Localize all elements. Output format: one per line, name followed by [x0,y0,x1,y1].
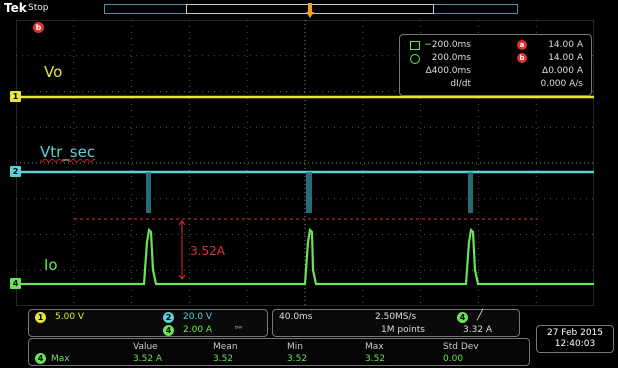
label-vo: Vo [44,63,63,81]
ch1-ground-marker[interactable]: 1 [10,91,21,102]
waveform-graticule[interactable] [16,20,594,306]
col-header-value: Value [133,342,158,352]
ch2-chip: 2 [163,312,174,323]
peak-current-annotation: 3.52A [190,244,225,258]
col-header-stddev: Std Dev [443,342,479,352]
ch4-chip: 4 [163,325,174,336]
acquisition-state: Stop [28,3,49,13]
square-icon [410,41,420,50]
ch4-scale: 2.00 A [183,325,213,335]
cursor-b-marker[interactable]: b [33,22,44,33]
ch4-ground-marker[interactable]: 4 [10,278,21,289]
timebase-box[interactable]: 40.0ms 2.50MS/s 1M points 4 ╱ 3.32 A [272,309,520,337]
cursor-row-b: 200.0ms b 14.00 A [400,53,591,65]
time-text: 12:40:03 [554,339,596,349]
col-header-max: Max [365,342,384,352]
circle-icon [410,54,420,64]
cursor-row-a: −200.0ms a 14.00 A [400,40,591,52]
date-text: 27 Feb 2015 [546,328,603,338]
center-axes [16,20,594,306]
cursor-b-badge: b [517,53,527,63]
bandwidth-limit-icon: ᴮᵂ [235,325,243,333]
measure-max: 3.52 [365,354,386,364]
col-header-mean: Mean [213,342,238,352]
measure-name: Max [51,354,70,364]
label-vtr-sec: Vtr_sec [40,143,96,161]
col-header-min: Min [287,342,303,352]
measure-stddev: 0.00 [443,354,464,364]
measure-min: 3.52 [287,354,308,364]
trigger-level: 3.32 A [463,325,493,335]
peak-arrow-icon [178,220,186,280]
horizontal-scale: 40.0ms [279,312,313,322]
cursor-readout-panel[interactable]: −200.0ms a 14.00 A 200.0ms b 14.00 A Δ40… [399,34,592,96]
label-io: Io [44,256,58,274]
cursor-row-delta: Δ400.0ms Δ0.000 A [425,66,583,76]
sample-rate: 2.50MS/s [375,312,417,322]
measure-value: 3.52 A [133,354,163,364]
ch1-scale: 5.00 V [55,312,85,322]
trigger-source-chip: 4 [457,312,468,323]
ch2-scale: 20.0 V [183,312,213,322]
ch4-waveform [16,227,594,286]
measure-mean: 3.52 [213,354,234,364]
date-time-box: 27 Feb 2015 12:40:03 [536,325,614,353]
trigger-position-icon[interactable] [305,3,315,19]
cursor-a-badge: a [517,40,527,50]
trigger-slope-icon: ╱ [477,310,484,321]
record-length: 1M points [381,325,425,335]
ch2-ground-marker[interactable]: 2 [10,166,21,177]
status-header: Tek Stop [0,0,618,20]
cursor-row-slope: dI/dt 0.000 A/s [450,79,583,89]
ch2-waveform [16,170,594,213]
measure-channel-chip: 4 [35,353,46,364]
measurement-table[interactable]: Value Mean Min Max Std Dev 4 Max 3.52 A … [28,338,530,366]
ch1-chip: 1 [35,312,46,323]
brand-logo: Tek [4,1,27,15]
vertical-scale-box[interactable]: 1 5.00 V 2 20.0 V 4 2.00 A ᴮᵂ [28,309,268,337]
